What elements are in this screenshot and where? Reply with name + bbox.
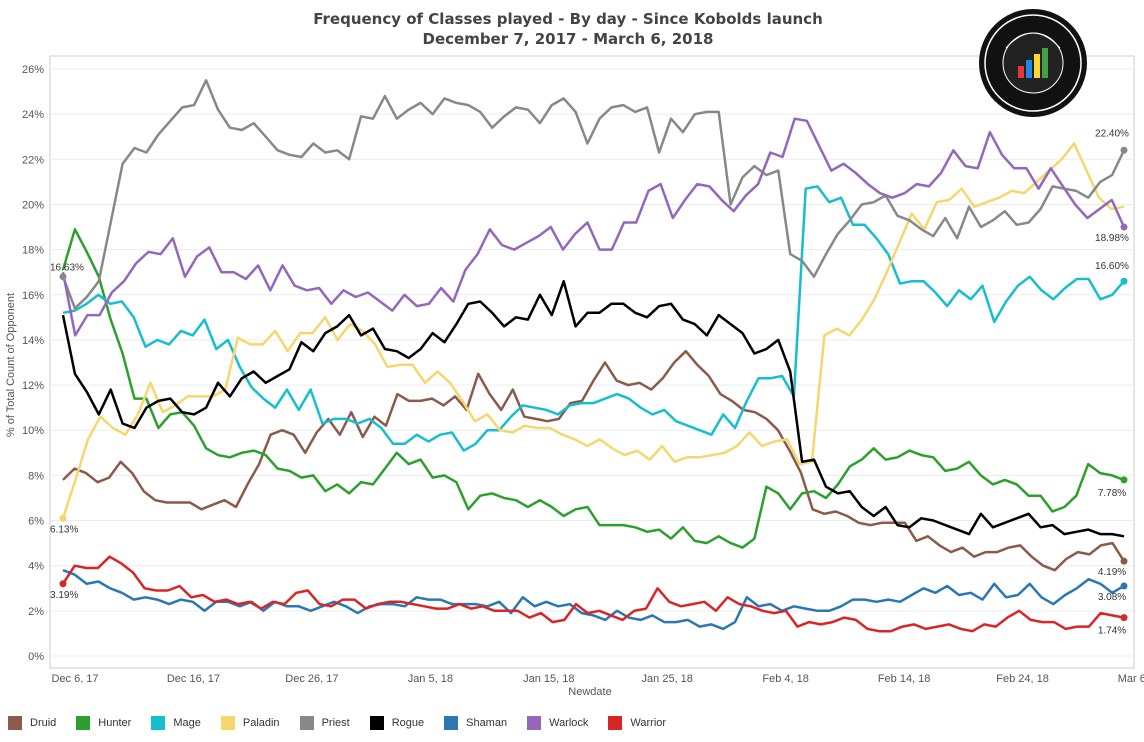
endpoint-dot: [1120, 146, 1128, 154]
y-tick-label: 2%: [28, 606, 44, 618]
x-axis: Dec 6, 17 Dec 16, 17 Dec 26, 17 Jan 5, 18 Ja…: [51, 673, 1144, 685]
legend-swatch: [369, 716, 384, 730]
legend-item-hunter[interactable]: Hunter: [76, 716, 131, 730]
data-label: 1.74%: [1098, 626, 1126, 637]
y-tick-label: 20%: [22, 199, 44, 211]
endpoint-dot: [59, 514, 67, 522]
legend-item-warlock[interactable]: Warlock: [527, 716, 588, 730]
data-label: 6.13%: [50, 524, 78, 535]
series-line-warrior: [61, 555, 1125, 633]
y-tick-label: 26%: [22, 64, 44, 76]
series-line-shaman: [62, 569, 1125, 631]
endpoint-dot: [59, 580, 67, 588]
data-label: 16.63%: [50, 263, 84, 274]
legend-item-mage[interactable]: Mage: [151, 716, 201, 730]
endpoint-dot: [1120, 582, 1128, 590]
x-tick-label: Mar 6, 18: [1118, 673, 1144, 685]
legend-swatch: [220, 716, 235, 730]
legend-label: Paladin: [242, 717, 280, 729]
y-tick-label: 12%: [22, 380, 44, 392]
y-tick-label: 8%: [28, 470, 44, 482]
x-axis-title: Newdate: [568, 686, 611, 698]
legend-swatch: [151, 716, 166, 730]
y-axis-title: % of Total Count of Opponent: [5, 293, 17, 437]
data-label: 18.98%: [1095, 233, 1129, 244]
legend-label: Shaman: [466, 717, 508, 729]
legend-swatch: [527, 716, 542, 730]
data-label: 7.78%: [1098, 488, 1126, 499]
data-label: 3.19%: [50, 590, 78, 601]
legend-item-shaman[interactable]: Shaman: [444, 716, 507, 730]
x-tick-label: Dec 26, 17: [285, 673, 338, 685]
y-tick-label: 10%: [22, 425, 44, 437]
legend-swatch: [608, 716, 623, 730]
legend-label: Mage: [173, 717, 201, 729]
data-label: 3.08%: [1098, 592, 1126, 603]
legend-swatch: [76, 716, 91, 730]
legend-item-paladin[interactable]: Paladin: [220, 716, 280, 730]
series-group: [61, 79, 1126, 633]
legend: Druid Hunter Mage Paladin Priest Rogue Shaman W…: [8, 713, 686, 733]
y-tick-label: 24%: [22, 109, 44, 121]
y-tick-label: 22%: [22, 154, 44, 166]
endpoint-dot: [1120, 614, 1128, 622]
series-line-druid: [62, 349, 1126, 572]
x-tick-label: Jan 5, 18: [408, 673, 453, 685]
legend-label: Hunter: [98, 717, 132, 729]
y-tick-label: 18%: [22, 245, 44, 257]
plot-frame: [49, 55, 1135, 669]
legend-item-warrior[interactable]: Warrior: [608, 716, 666, 730]
legend-label: Rogue: [391, 717, 425, 729]
legend-item-rogue[interactable]: Rogue: [369, 716, 425, 730]
series-line-hunter: [61, 228, 1125, 549]
x-tick-label: Dec 16, 17: [167, 673, 220, 685]
endpoint-dot: [1120, 223, 1128, 231]
x-tick-label: Jan 25, 18: [642, 673, 693, 685]
y-tick-label: 14%: [22, 335, 44, 347]
x-tick-label: Jan 15, 18: [523, 673, 574, 685]
series-line-priest: [61, 79, 1126, 310]
x-tick-label: Feb 24, 18: [996, 673, 1049, 685]
series-line-paladin: [61, 142, 1125, 519]
data-label: 22.40%: [1095, 128, 1129, 139]
endpoint-dot: [1120, 476, 1128, 484]
legend-item-druid[interactable]: Druid: [8, 716, 56, 730]
data-label: 16.60%: [1095, 261, 1129, 272]
legend-label: Warrior: [630, 717, 667, 729]
series-line-mage: [62, 185, 1125, 452]
y-tick-label: 4%: [28, 561, 44, 573]
chart-subtitle: December 7, 2017 - March 6, 2018: [423, 30, 714, 48]
endpoint-dot: [1120, 277, 1128, 285]
chart-title: Frequency of Classes played - By day - S…: [313, 10, 823, 28]
legend-label: Warlock: [549, 717, 589, 729]
y-axis: 0% 2% 4% 6% 8% 10% 12% 14% 16% 18% 20% 22% 24% 26%: [22, 64, 44, 663]
x-tick-label: Feb 14, 18: [878, 673, 931, 685]
grid: [49, 55, 1135, 669]
data-label: 4.19%: [1098, 567, 1126, 578]
legend-swatch: [8, 716, 22, 730]
y-tick-label: 6%: [28, 516, 44, 528]
end-labels: 16.63% 6.13% 3.19% 22.40% 18.98% 16.60% 7.78% 4…: [50, 128, 1129, 636]
endpoint-dot: [59, 273, 67, 281]
y-tick-label: 16%: [22, 290, 44, 302]
legend-swatch: [299, 716, 314, 730]
legend-swatch: [444, 716, 459, 730]
legend-item-priest[interactable]: Priest: [299, 716, 350, 730]
series-line-rogue: [61, 279, 1125, 538]
series-line-warlock: [61, 117, 1126, 337]
data-reaper-logo: [978, 8, 1088, 118]
endpoint-dot: [1120, 557, 1128, 565]
x-tick-label: Feb 4, 18: [762, 673, 808, 685]
y-tick-label: 0%: [28, 651, 44, 663]
legend-label: Priest: [321, 717, 350, 729]
legend-label: Druid: [30, 717, 57, 729]
x-tick-label: Dec 6, 17: [51, 673, 98, 685]
